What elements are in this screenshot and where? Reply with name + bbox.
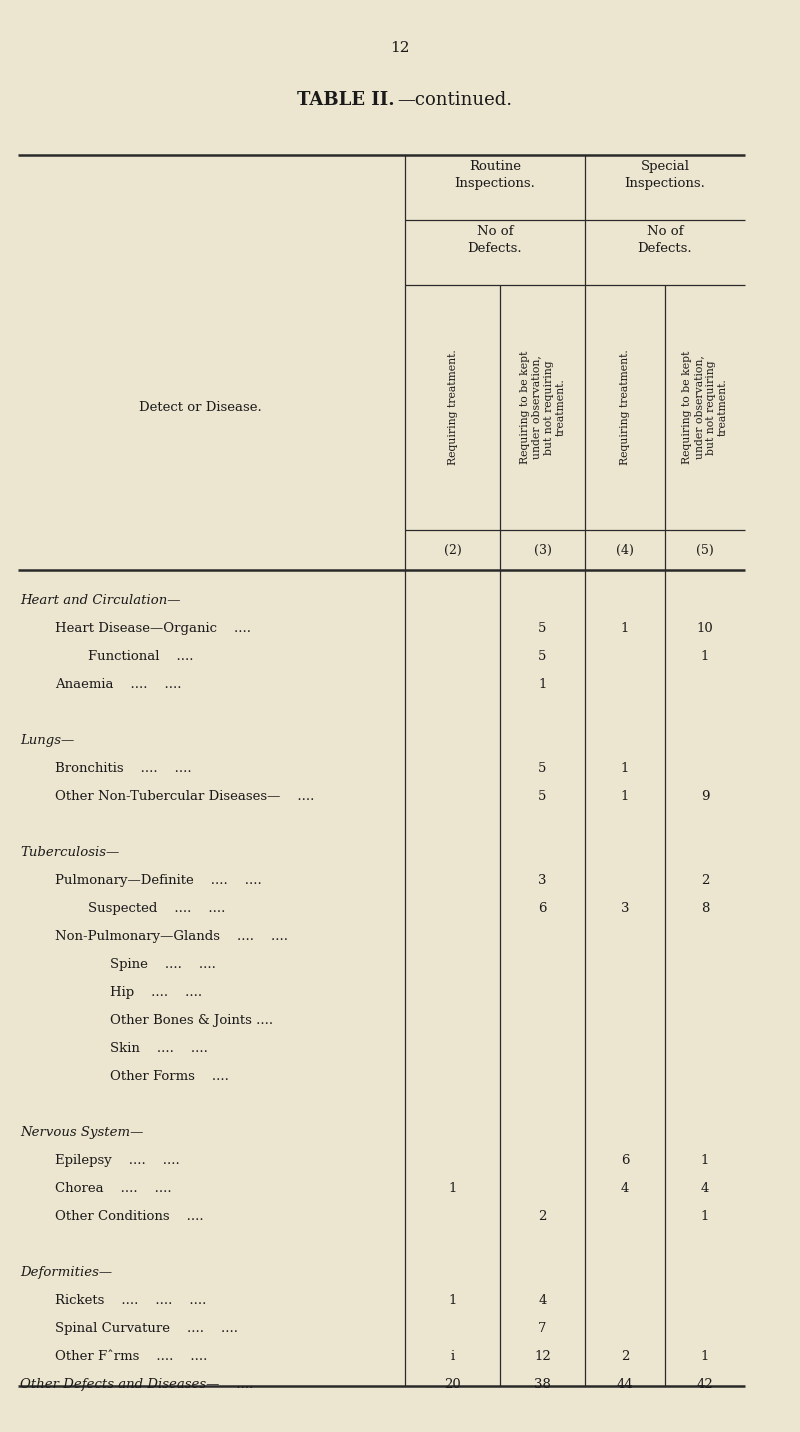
Text: 1: 1 bbox=[701, 1210, 709, 1223]
Text: 1: 1 bbox=[621, 790, 629, 803]
Text: 4: 4 bbox=[538, 1295, 546, 1307]
Text: Other Non-Tubercular Diseases—    ....: Other Non-Tubercular Diseases— .... bbox=[55, 790, 314, 803]
Text: Special
Inspections.: Special Inspections. bbox=[625, 160, 706, 190]
Text: 12: 12 bbox=[534, 1350, 551, 1363]
Text: Other Conditions    ....: Other Conditions .... bbox=[55, 1210, 204, 1223]
Text: Lungs—: Lungs— bbox=[20, 733, 74, 748]
Text: Nervous System—: Nervous System— bbox=[20, 1126, 143, 1138]
Text: 10: 10 bbox=[697, 621, 714, 634]
Text: 4: 4 bbox=[621, 1181, 629, 1194]
Text: 2: 2 bbox=[538, 1210, 546, 1223]
Text: Requiring to be kept
under observation,
but not requiring
treatment.: Requiring to be kept under observation, … bbox=[519, 351, 566, 464]
Text: Other Forms    ....: Other Forms .... bbox=[110, 1070, 229, 1083]
Text: 42: 42 bbox=[697, 1378, 714, 1390]
Text: Requiring treatment.: Requiring treatment. bbox=[447, 349, 458, 465]
Text: 20: 20 bbox=[444, 1378, 461, 1390]
Text: 1: 1 bbox=[538, 677, 546, 690]
Text: 1: 1 bbox=[448, 1295, 457, 1307]
Text: Functional    ....: Functional .... bbox=[88, 650, 194, 663]
Text: 5: 5 bbox=[538, 650, 546, 663]
Text: Tuberculosis—: Tuberculosis— bbox=[20, 846, 119, 859]
Text: 5: 5 bbox=[538, 790, 546, 803]
Text: (3): (3) bbox=[534, 544, 551, 557]
Text: Routine
Inspections.: Routine Inspections. bbox=[454, 160, 535, 190]
Text: 3: 3 bbox=[538, 874, 546, 886]
Text: Hip    ....    ....: Hip .... .... bbox=[110, 985, 202, 1000]
Text: Spine    ....    ....: Spine .... .... bbox=[110, 958, 216, 971]
Text: (2): (2) bbox=[444, 544, 462, 557]
Text: Detect or Disease.: Detect or Disease. bbox=[138, 401, 262, 414]
Text: 4: 4 bbox=[701, 1181, 709, 1194]
Text: 6: 6 bbox=[538, 902, 546, 915]
Text: Requiring to be kept
under observation,
but not requiring
treatment.: Requiring to be kept under observation, … bbox=[682, 351, 728, 464]
Text: Suspected    ....    ....: Suspected .... .... bbox=[88, 902, 226, 915]
Text: 7: 7 bbox=[538, 1322, 546, 1335]
Text: 3: 3 bbox=[621, 902, 630, 915]
Text: Heart Disease—Organic    ....: Heart Disease—Organic .... bbox=[55, 621, 251, 634]
Text: 2: 2 bbox=[621, 1350, 629, 1363]
Text: 38: 38 bbox=[534, 1378, 551, 1390]
Text: No of
Defects.: No of Defects. bbox=[638, 225, 692, 255]
Text: 1: 1 bbox=[701, 650, 709, 663]
Text: TABLE II.: TABLE II. bbox=[298, 92, 395, 109]
Text: Pulmonary—Definite    ....    ....: Pulmonary—Definite .... .... bbox=[55, 874, 262, 886]
Text: 2: 2 bbox=[701, 874, 709, 886]
Text: Skin    ....    ....: Skin .... .... bbox=[110, 1042, 208, 1055]
Text: Bronchitis    ....    ....: Bronchitis .... .... bbox=[55, 762, 192, 775]
Text: (4): (4) bbox=[616, 544, 634, 557]
Text: Other Defects and Diseases—    ....: Other Defects and Diseases— .... bbox=[20, 1378, 254, 1390]
Text: Anaemia    ....    ....: Anaemia .... .... bbox=[55, 677, 182, 690]
Text: Rickets    ....    ....    ....: Rickets .... .... .... bbox=[55, 1295, 206, 1307]
Text: Requiring treatment.: Requiring treatment. bbox=[620, 349, 630, 465]
Text: (5): (5) bbox=[696, 544, 714, 557]
Text: 1: 1 bbox=[701, 1350, 709, 1363]
Text: Deformities—: Deformities— bbox=[20, 1266, 112, 1279]
Text: 6: 6 bbox=[621, 1154, 630, 1167]
Text: Spinal Curvature    ....    ....: Spinal Curvature .... .... bbox=[55, 1322, 238, 1335]
Text: 1: 1 bbox=[621, 762, 629, 775]
Text: 1: 1 bbox=[701, 1154, 709, 1167]
Text: 9: 9 bbox=[701, 790, 710, 803]
Text: 5: 5 bbox=[538, 621, 546, 634]
Text: No of
Defects.: No of Defects. bbox=[468, 225, 522, 255]
Text: —continued.: —continued. bbox=[397, 92, 512, 109]
Text: Other Fˆrms    ....    ....: Other Fˆrms .... .... bbox=[55, 1350, 207, 1363]
Text: i: i bbox=[450, 1350, 454, 1363]
Text: Non-Pulmonary—Glands    ....    ....: Non-Pulmonary—Glands .... .... bbox=[55, 929, 288, 942]
Text: 8: 8 bbox=[701, 902, 709, 915]
Text: Heart and Circulation—: Heart and Circulation— bbox=[20, 594, 181, 607]
Text: 5: 5 bbox=[538, 762, 546, 775]
Text: Epilepsy    ....    ....: Epilepsy .... .... bbox=[55, 1154, 180, 1167]
Text: Other Bones & Joints ....: Other Bones & Joints .... bbox=[110, 1014, 273, 1027]
Text: 1: 1 bbox=[448, 1181, 457, 1194]
Text: 44: 44 bbox=[617, 1378, 634, 1390]
Text: Chorea    ....    ....: Chorea .... .... bbox=[55, 1181, 172, 1194]
Text: 12: 12 bbox=[390, 42, 410, 54]
Text: 1: 1 bbox=[621, 621, 629, 634]
